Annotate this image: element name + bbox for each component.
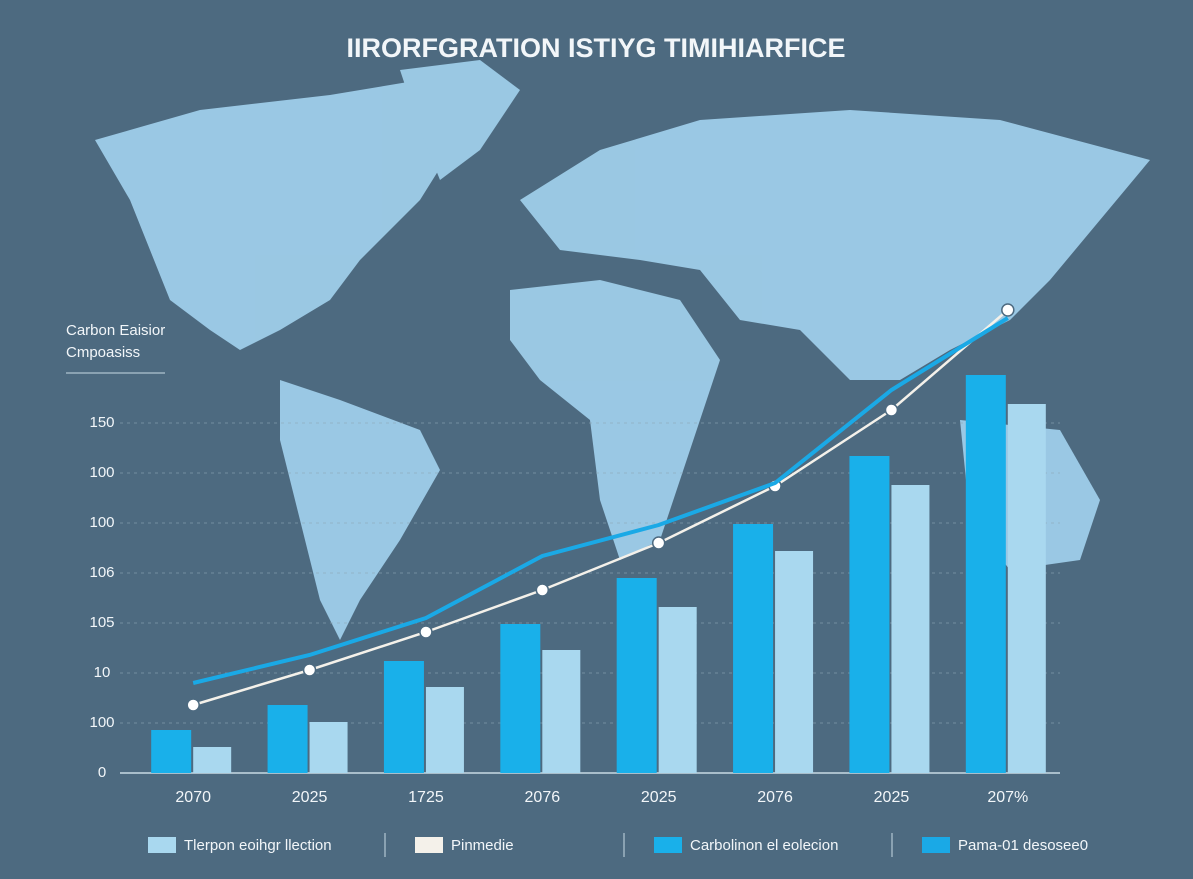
y-tick-label: 106 (89, 564, 114, 581)
line (192, 316, 1009, 685)
legend-label: Tlerpon eoihgr llection (184, 837, 332, 854)
legend-label: Pinmedie (451, 837, 514, 854)
bar (542, 650, 581, 773)
x-tick-label: 2076 (525, 789, 561, 806)
line-marker (186, 698, 200, 712)
y-tick-label: 10 (94, 664, 111, 681)
bar (1007, 404, 1046, 773)
line-marker (302, 663, 317, 677)
x-tick-label: 2025 (641, 789, 677, 806)
bar (193, 747, 232, 773)
bar (151, 730, 192, 773)
bar (425, 687, 464, 773)
line-marker (535, 583, 550, 597)
line (192, 309, 1009, 707)
bar (891, 485, 930, 773)
x-tick-label: 2076 (757, 789, 793, 806)
bar (733, 524, 774, 773)
x-tick-label: 2070 (175, 789, 211, 806)
x-tick-label: 2025 (874, 789, 910, 806)
world-map (95, 60, 1150, 640)
chart-title: IIRORFGRATION ISTIYG TIMIHIARFICE (347, 33, 846, 63)
legend-label: Carbolinon el eolecion (690, 837, 838, 854)
y-axis-label: Cmpoasiss (66, 344, 140, 361)
y-tick-label: 100 (89, 514, 114, 531)
y-tick-label: 150 (89, 414, 114, 431)
line-marker (651, 536, 666, 550)
legend-swatch (654, 837, 682, 853)
line-marker (419, 625, 433, 639)
line-marker (1001, 303, 1015, 317)
bar (965, 375, 1006, 773)
legend-swatch (415, 837, 443, 853)
bar (849, 456, 890, 773)
bar (658, 607, 697, 773)
y-tick-label: 105 (89, 614, 114, 631)
x-tick-label: 207% (987, 789, 1028, 806)
legend-label: Pama-01 desosee0 (958, 837, 1088, 854)
y-axis-label: Carbon Eaisior (66, 322, 165, 339)
bar (500, 624, 541, 773)
x-tick-label: 2025 (292, 789, 328, 806)
legend-swatch (148, 837, 176, 853)
legend-swatch (922, 837, 950, 853)
x-tick-label: 1725 (408, 789, 444, 806)
bar (267, 705, 308, 773)
y-tick-label: 100 (89, 464, 114, 481)
bar (383, 661, 424, 773)
bar (775, 551, 814, 773)
bar (616, 578, 657, 773)
line-marker (884, 403, 899, 417)
y-tick-label: 100 (89, 714, 114, 731)
y-tick-label: 0 (98, 764, 106, 781)
bar (309, 722, 348, 773)
